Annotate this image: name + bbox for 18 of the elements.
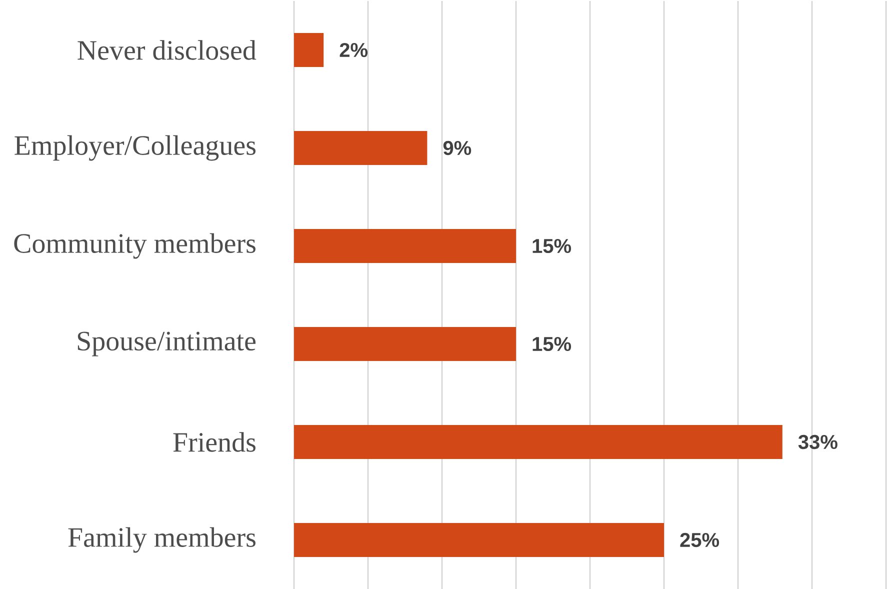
- data-label: 9%: [443, 140, 472, 156]
- data-label: 33%: [798, 434, 838, 450]
- bar: [294, 424, 782, 459]
- data-label: 15%: [532, 238, 572, 254]
- bar: [294, 131, 428, 165]
- data-label: 15%: [532, 336, 572, 352]
- y-tick-label: Employer/Colleagues: [14, 135, 256, 161]
- y-tick-label: Spouse/intimate: [78, 332, 256, 356]
- y-tick-label: Family members: [68, 527, 256, 553]
- data-label: 25%: [680, 532, 720, 548]
- bar: [294, 522, 664, 557]
- bar: [294, 327, 516, 361]
- y-tick-label: Friends: [173, 432, 256, 452]
- y-tick-label: Never disclosed: [78, 40, 256, 60]
- bar: [294, 229, 516, 263]
- data-label: 2%: [340, 42, 368, 58]
- y-tick-label: Community members: [14, 233, 256, 259]
- bar: [294, 33, 324, 67]
